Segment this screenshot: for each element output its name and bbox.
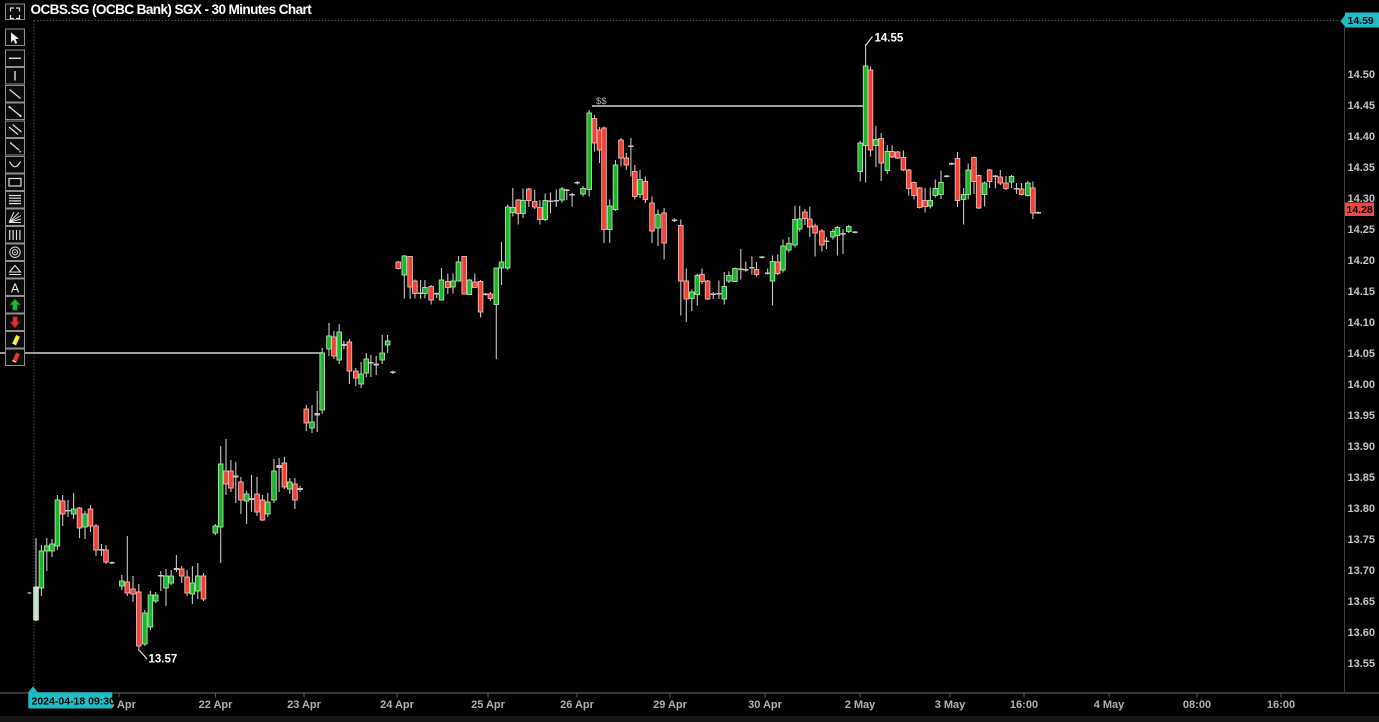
svg-text:14.30: 14.30 xyxy=(1348,193,1376,205)
svg-text:$$: $$ xyxy=(596,96,607,107)
svg-text:14.40: 14.40 xyxy=(1348,131,1376,143)
svg-text:14.50: 14.50 xyxy=(1348,69,1376,81)
svg-text:OCBS.SG (OCBC Bank) SGX - 30 M: OCBS.SG (OCBC Bank) SGX - 30 Minutes Cha… xyxy=(31,2,313,17)
svg-text:13.57: 13.57 xyxy=(149,654,178,666)
svg-text:24 Apr: 24 Apr xyxy=(380,699,415,711)
svg-text:13.60: 13.60 xyxy=(1348,627,1376,639)
svg-text:13.90: 13.90 xyxy=(1348,441,1376,453)
svg-text:25 Apr: 25 Apr xyxy=(471,699,506,711)
svg-text:22 Apr: 22 Apr xyxy=(199,699,234,711)
svg-text:16:00: 16:00 xyxy=(1267,699,1295,711)
svg-text:14.25: 14.25 xyxy=(1348,224,1376,236)
svg-text:08:00: 08:00 xyxy=(1183,699,1211,711)
svg-text:13.65: 13.65 xyxy=(1348,596,1376,608)
svg-text:14.15: 14.15 xyxy=(1348,286,1376,298)
svg-text:14.35: 14.35 xyxy=(1348,162,1376,174)
svg-text:13.95: 13.95 xyxy=(1348,410,1376,422)
svg-text:14.20: 14.20 xyxy=(1348,255,1376,267)
svg-text:13.85: 13.85 xyxy=(1348,472,1376,484)
svg-text:13.55: 13.55 xyxy=(1348,658,1376,670)
svg-text:16:00: 16:00 xyxy=(1010,699,1038,711)
svg-text:4 May: 4 May xyxy=(1094,699,1125,711)
svg-text:14.28: 14.28 xyxy=(1347,204,1373,216)
svg-text:23 Apr: 23 Apr xyxy=(287,699,322,711)
svg-text:26 Apr: 26 Apr xyxy=(560,699,595,711)
svg-text:2024-04-18 09:30: 2024-04-18 09:30 xyxy=(32,696,116,708)
svg-text:2 May: 2 May xyxy=(845,699,876,711)
svg-text:A: A xyxy=(11,282,20,296)
svg-text:30 Apr: 30 Apr xyxy=(748,699,783,711)
svg-text:14.45: 14.45 xyxy=(1348,100,1376,112)
svg-text:13.80: 13.80 xyxy=(1348,503,1376,515)
svg-text:14.00: 14.00 xyxy=(1348,379,1376,391)
svg-text:13.70: 13.70 xyxy=(1348,565,1376,577)
svg-text:14.55: 14.55 xyxy=(875,33,904,45)
svg-text:3 May: 3 May xyxy=(935,699,966,711)
svg-text:13.75: 13.75 xyxy=(1348,534,1376,546)
svg-text:14.10: 14.10 xyxy=(1348,317,1376,329)
svg-text:29 Apr: 29 Apr xyxy=(653,699,688,711)
svg-text:14.59: 14.59 xyxy=(1348,15,1374,27)
svg-text:14.05: 14.05 xyxy=(1348,348,1376,360)
